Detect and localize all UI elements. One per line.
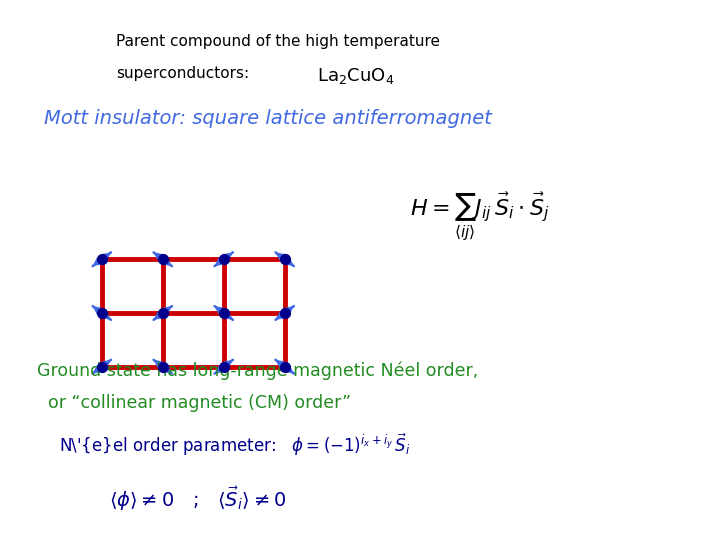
Point <box>218 309 230 318</box>
Text: $\langle \phi \rangle \neq 0$   ;   $\langle \vec{S}_i \rangle \neq 0$: $\langle \phi \rangle \neq 0$ ; $\langle… <box>109 485 286 513</box>
Point <box>279 362 290 371</box>
Point <box>279 255 290 264</box>
Text: Mott insulator: square lattice antiferromagnet: Mott insulator: square lattice antiferro… <box>45 109 492 128</box>
Text: superconductors:: superconductors: <box>116 66 249 81</box>
Point <box>157 309 168 318</box>
Point <box>218 255 230 264</box>
Point <box>96 309 107 318</box>
Text: Ground state has long-range magnetic Néel order,: Ground state has long-range magnetic Née… <box>37 361 479 380</box>
Text: Parent compound of the high temperature: Parent compound of the high temperature <box>116 33 440 49</box>
Point <box>157 362 168 371</box>
Point <box>96 255 107 264</box>
Text: N\'{e}el order parameter:   $\phi = (-1)^{i_x+i_y}\, \vec{S}_i$: N\'{e}el order parameter: $\phi = (-1)^{… <box>59 431 410 458</box>
Text: $H = \sum_{\langle ij \rangle} J_{ij}\, \vec{S}_i \cdot \vec{S}_j$: $H = \sum_{\langle ij \rangle} J_{ij}\, … <box>410 190 550 242</box>
Point <box>279 309 290 318</box>
Text: La$_2$CuO$_4$: La$_2$CuO$_4$ <box>317 66 395 86</box>
Point <box>157 255 168 264</box>
Point <box>96 362 107 371</box>
Text: or “collinear magnetic (CM) order”: or “collinear magnetic (CM) order” <box>37 394 351 411</box>
Point <box>218 362 230 371</box>
